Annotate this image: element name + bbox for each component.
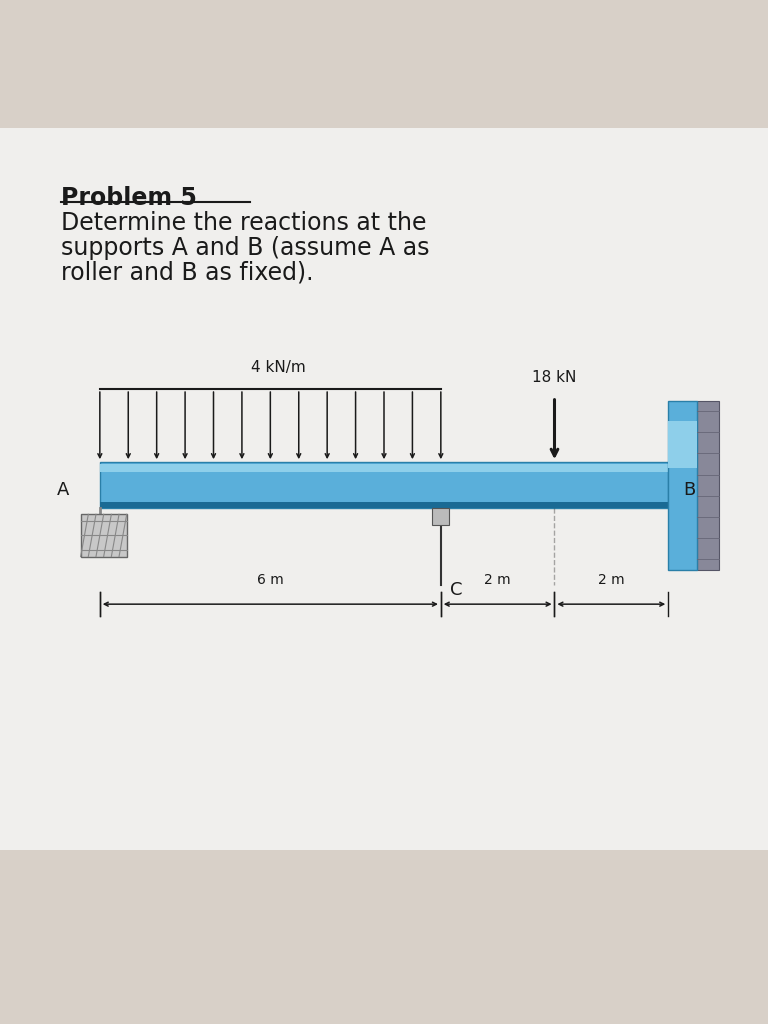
Text: 6 m: 6 m [257, 573, 283, 588]
Text: supports A and B (assume A as: supports A and B (assume A as [61, 236, 430, 259]
Text: Determine the reactions at the: Determine the reactions at the [61, 211, 427, 234]
Bar [100, 502, 668, 508]
Bar [697, 400, 719, 569]
Text: 18 kN: 18 kN [532, 371, 577, 385]
Text: B: B [684, 480, 696, 499]
Bar [100, 462, 668, 508]
Text: 2 m: 2 m [485, 573, 511, 588]
Text: 2 m: 2 m [598, 573, 624, 588]
Bar [100, 465, 668, 472]
Text: A: A [57, 480, 69, 499]
Text: C: C [450, 582, 462, 599]
Bar [81, 514, 127, 557]
Text: 4 kN/m: 4 kN/m [250, 360, 306, 375]
Bar [432, 508, 449, 525]
Bar [668, 400, 697, 569]
Text: Problem 5: Problem 5 [61, 185, 197, 210]
Text: roller and B as fixed).: roller and B as fixed). [61, 260, 314, 284]
Bar [668, 421, 697, 468]
